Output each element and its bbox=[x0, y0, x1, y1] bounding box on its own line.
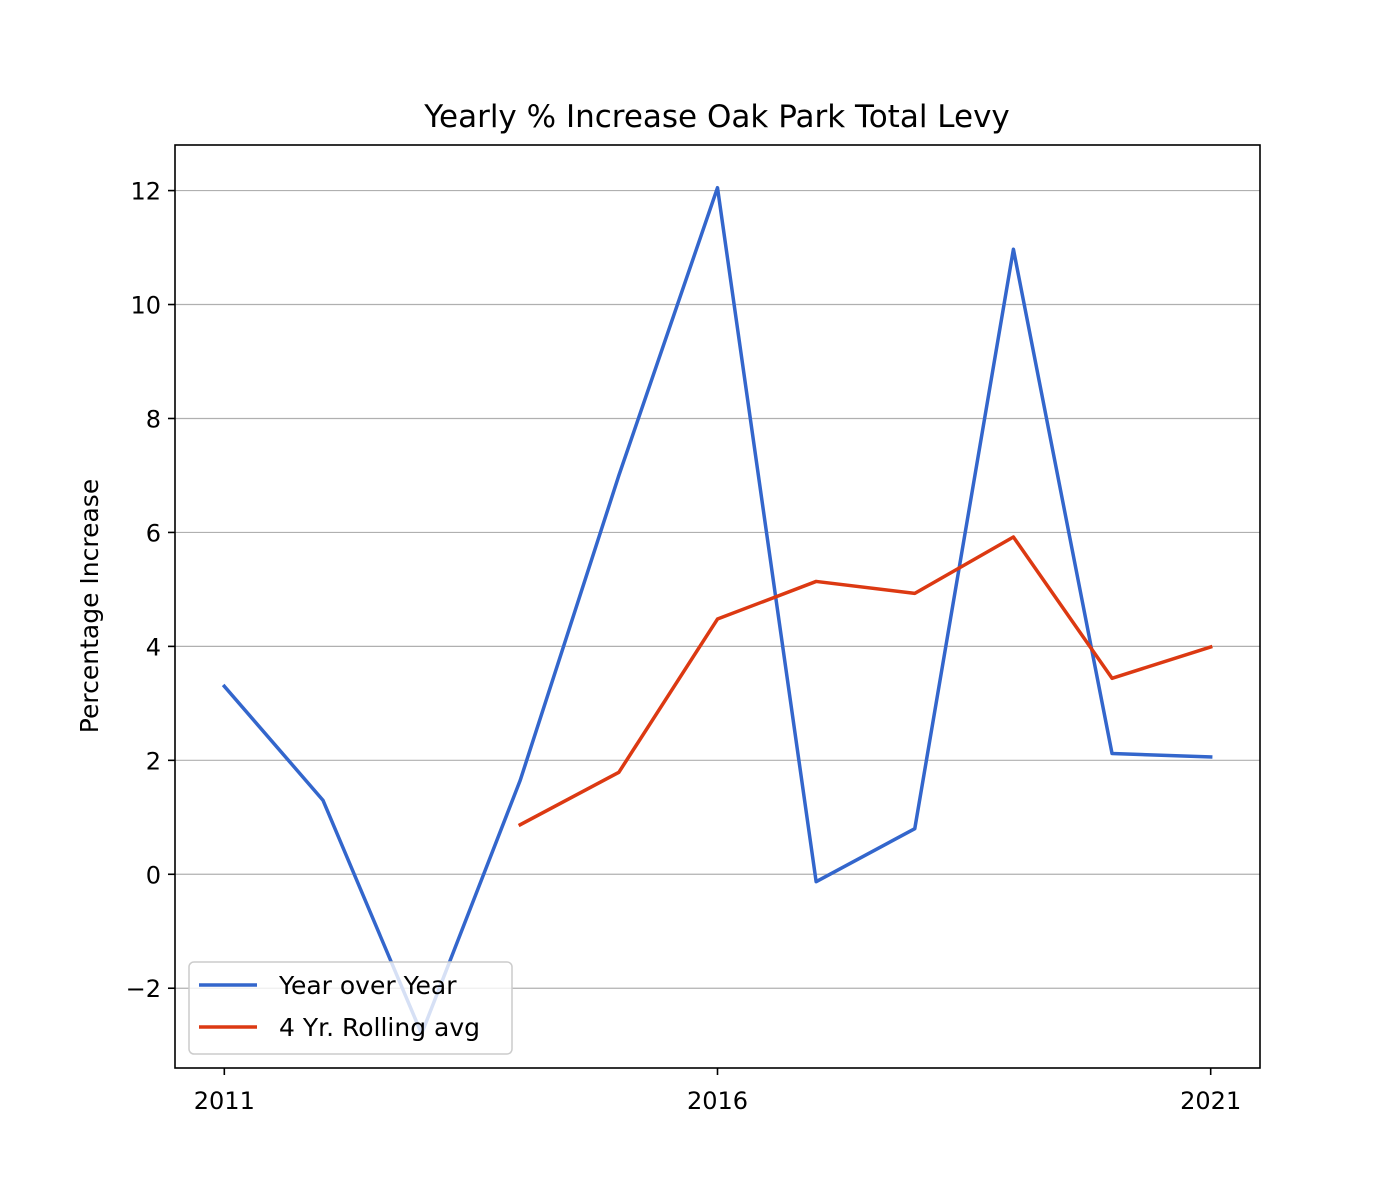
legend-box bbox=[188, 961, 513, 1055]
grid-lines bbox=[175, 189, 1260, 989]
y-tick-label: 0 bbox=[146, 861, 161, 889]
plot-frame bbox=[174, 144, 1261, 1069]
y-tick-label: 4 bbox=[146, 633, 161, 661]
y-tick-label: 2 bbox=[146, 747, 161, 775]
y-tick-label: 12 bbox=[130, 178, 161, 206]
series-line-4-yr-rolling-avg bbox=[517, 535, 1213, 828]
y-axis-ticks: −2 0 2 4 6 8 10 12 bbox=[126, 178, 175, 1003]
x-axis-ticks: 2011 2016 2021 bbox=[194, 1068, 1241, 1115]
legend-label-year-over-year: Year over Year bbox=[278, 971, 457, 1000]
x-tick-label: 2021 bbox=[1180, 1087, 1241, 1115]
series-line-year-over-year bbox=[221, 185, 1213, 1036]
chart-title: Yearly % Increase Oak Park Total Levy bbox=[423, 99, 1010, 135]
legend-label-rolling-avg: 4 Yr. Rolling avg bbox=[279, 1013, 480, 1042]
x-tick-label: 2016 bbox=[687, 1087, 748, 1115]
y-axis-label: Percentage Increase bbox=[75, 479, 104, 733]
x-tick-label: 2011 bbox=[194, 1087, 255, 1115]
legend: Year over Year 4 Yr. Rolling avg bbox=[188, 961, 513, 1055]
y-tick-label: 10 bbox=[130, 292, 161, 320]
y-tick-label: −2 bbox=[126, 975, 161, 1003]
y-tick-label: 6 bbox=[146, 519, 161, 547]
series-layer bbox=[221, 185, 1213, 1036]
y-tick-label: 8 bbox=[146, 405, 161, 433]
